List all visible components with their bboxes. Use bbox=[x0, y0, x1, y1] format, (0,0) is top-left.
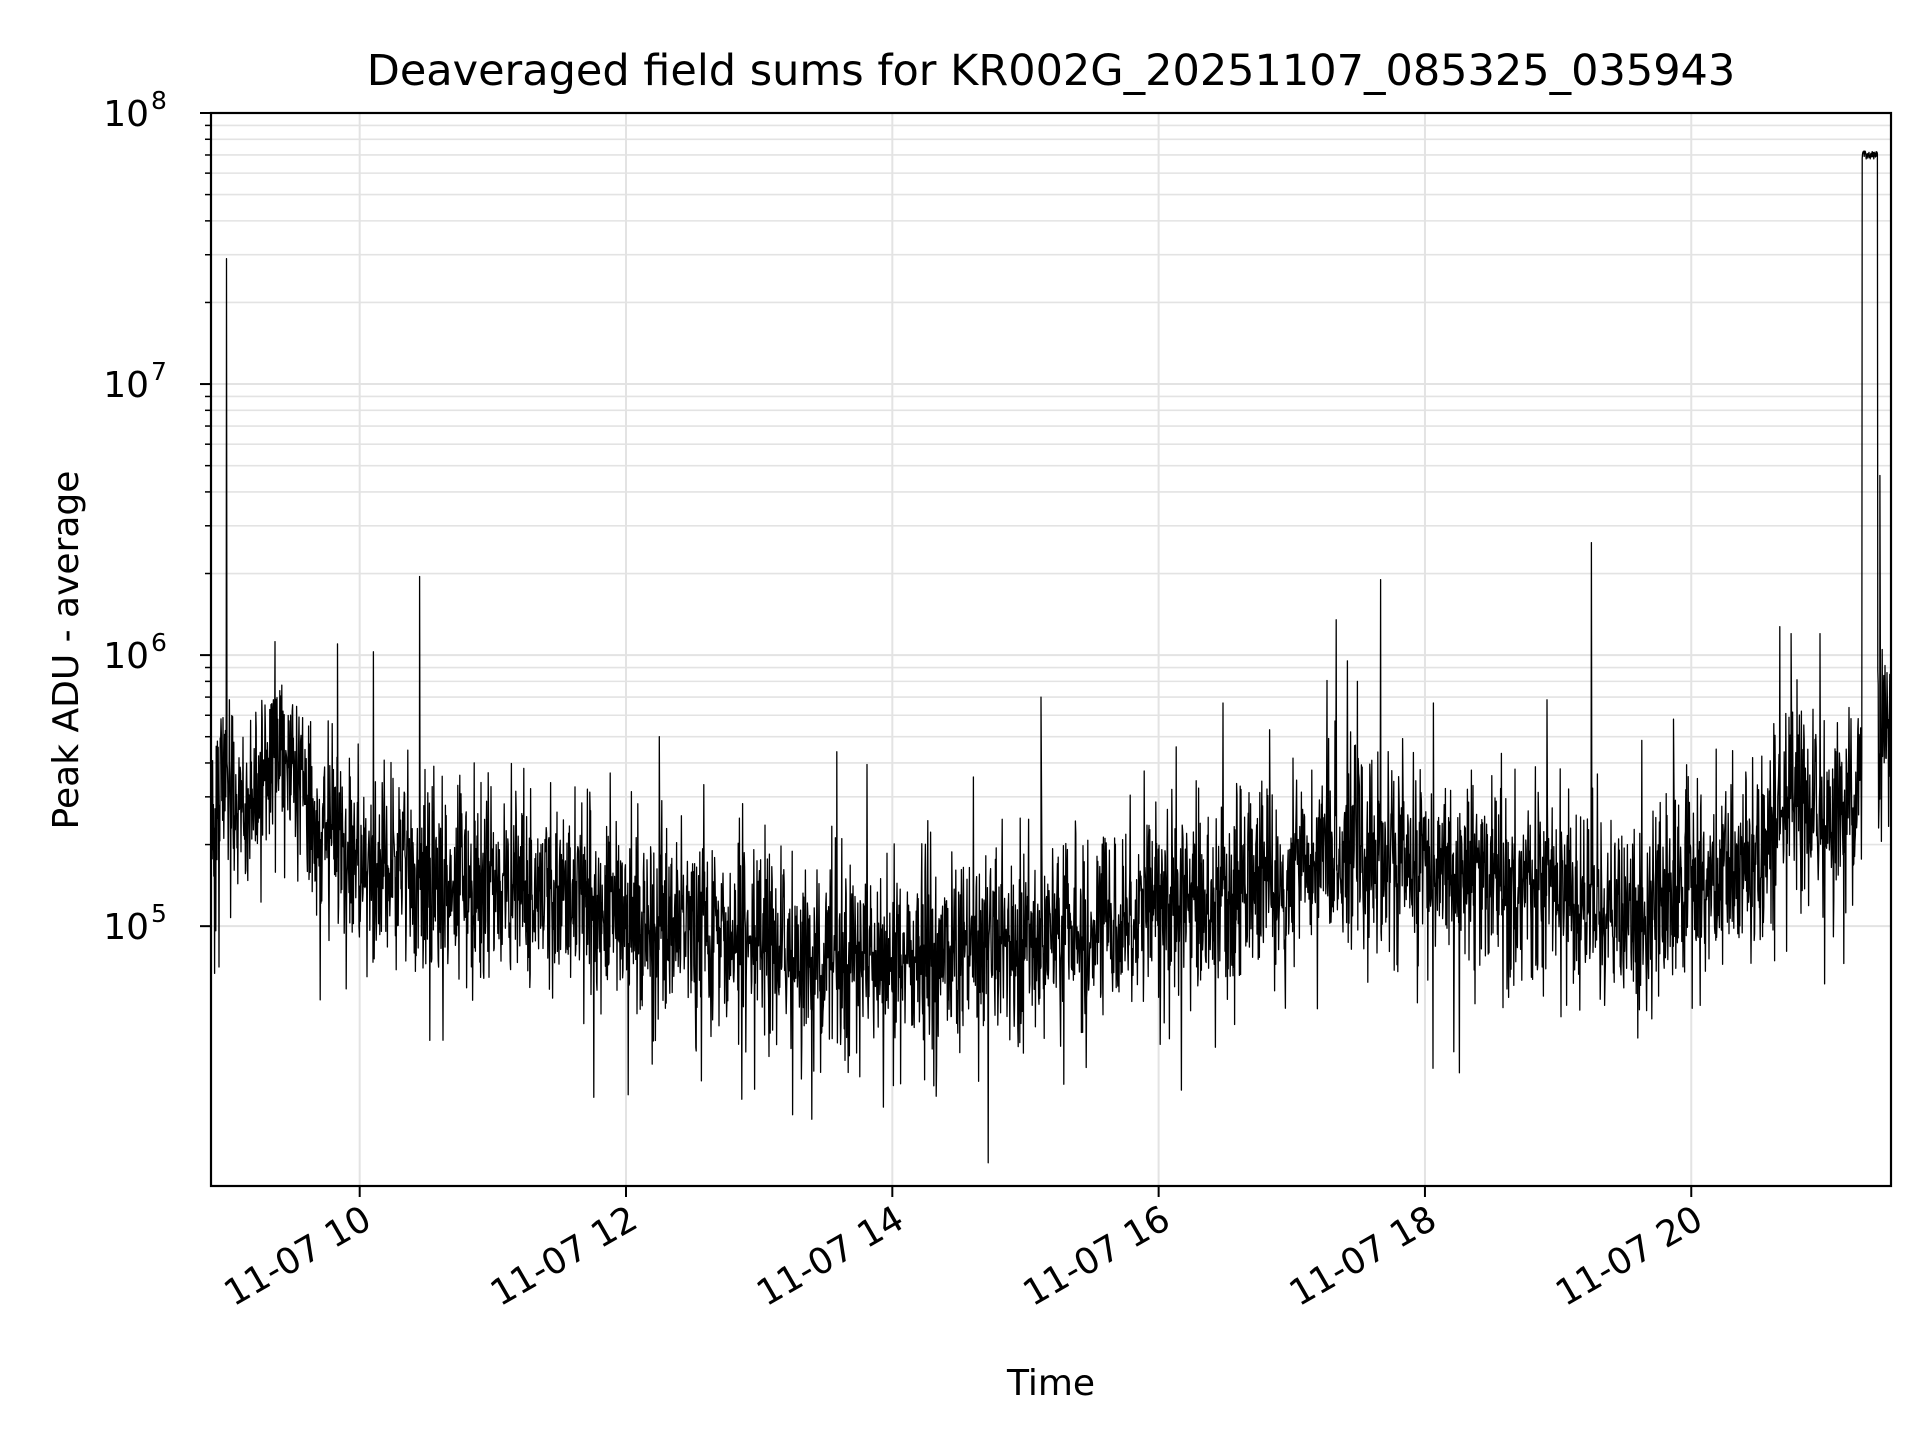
x-axis-label: Time bbox=[1006, 1363, 1095, 1404]
y-tick-label: 10 bbox=[103, 636, 149, 677]
y-tick-label: 10 bbox=[103, 907, 149, 948]
y-tick-exponent: 6 bbox=[151, 628, 167, 657]
y-tick-exponent: 5 bbox=[151, 899, 167, 928]
y-axis-label: Peak ADU - average bbox=[46, 471, 87, 830]
y-tick-exponent: 8 bbox=[151, 86, 167, 115]
y-tick-label: 10 bbox=[103, 94, 149, 135]
y-tick-exponent: 7 bbox=[151, 357, 167, 386]
chart-title: Deaveraged field sums for KR002G_2025110… bbox=[367, 46, 1736, 96]
y-tick-label: 10 bbox=[103, 365, 149, 406]
